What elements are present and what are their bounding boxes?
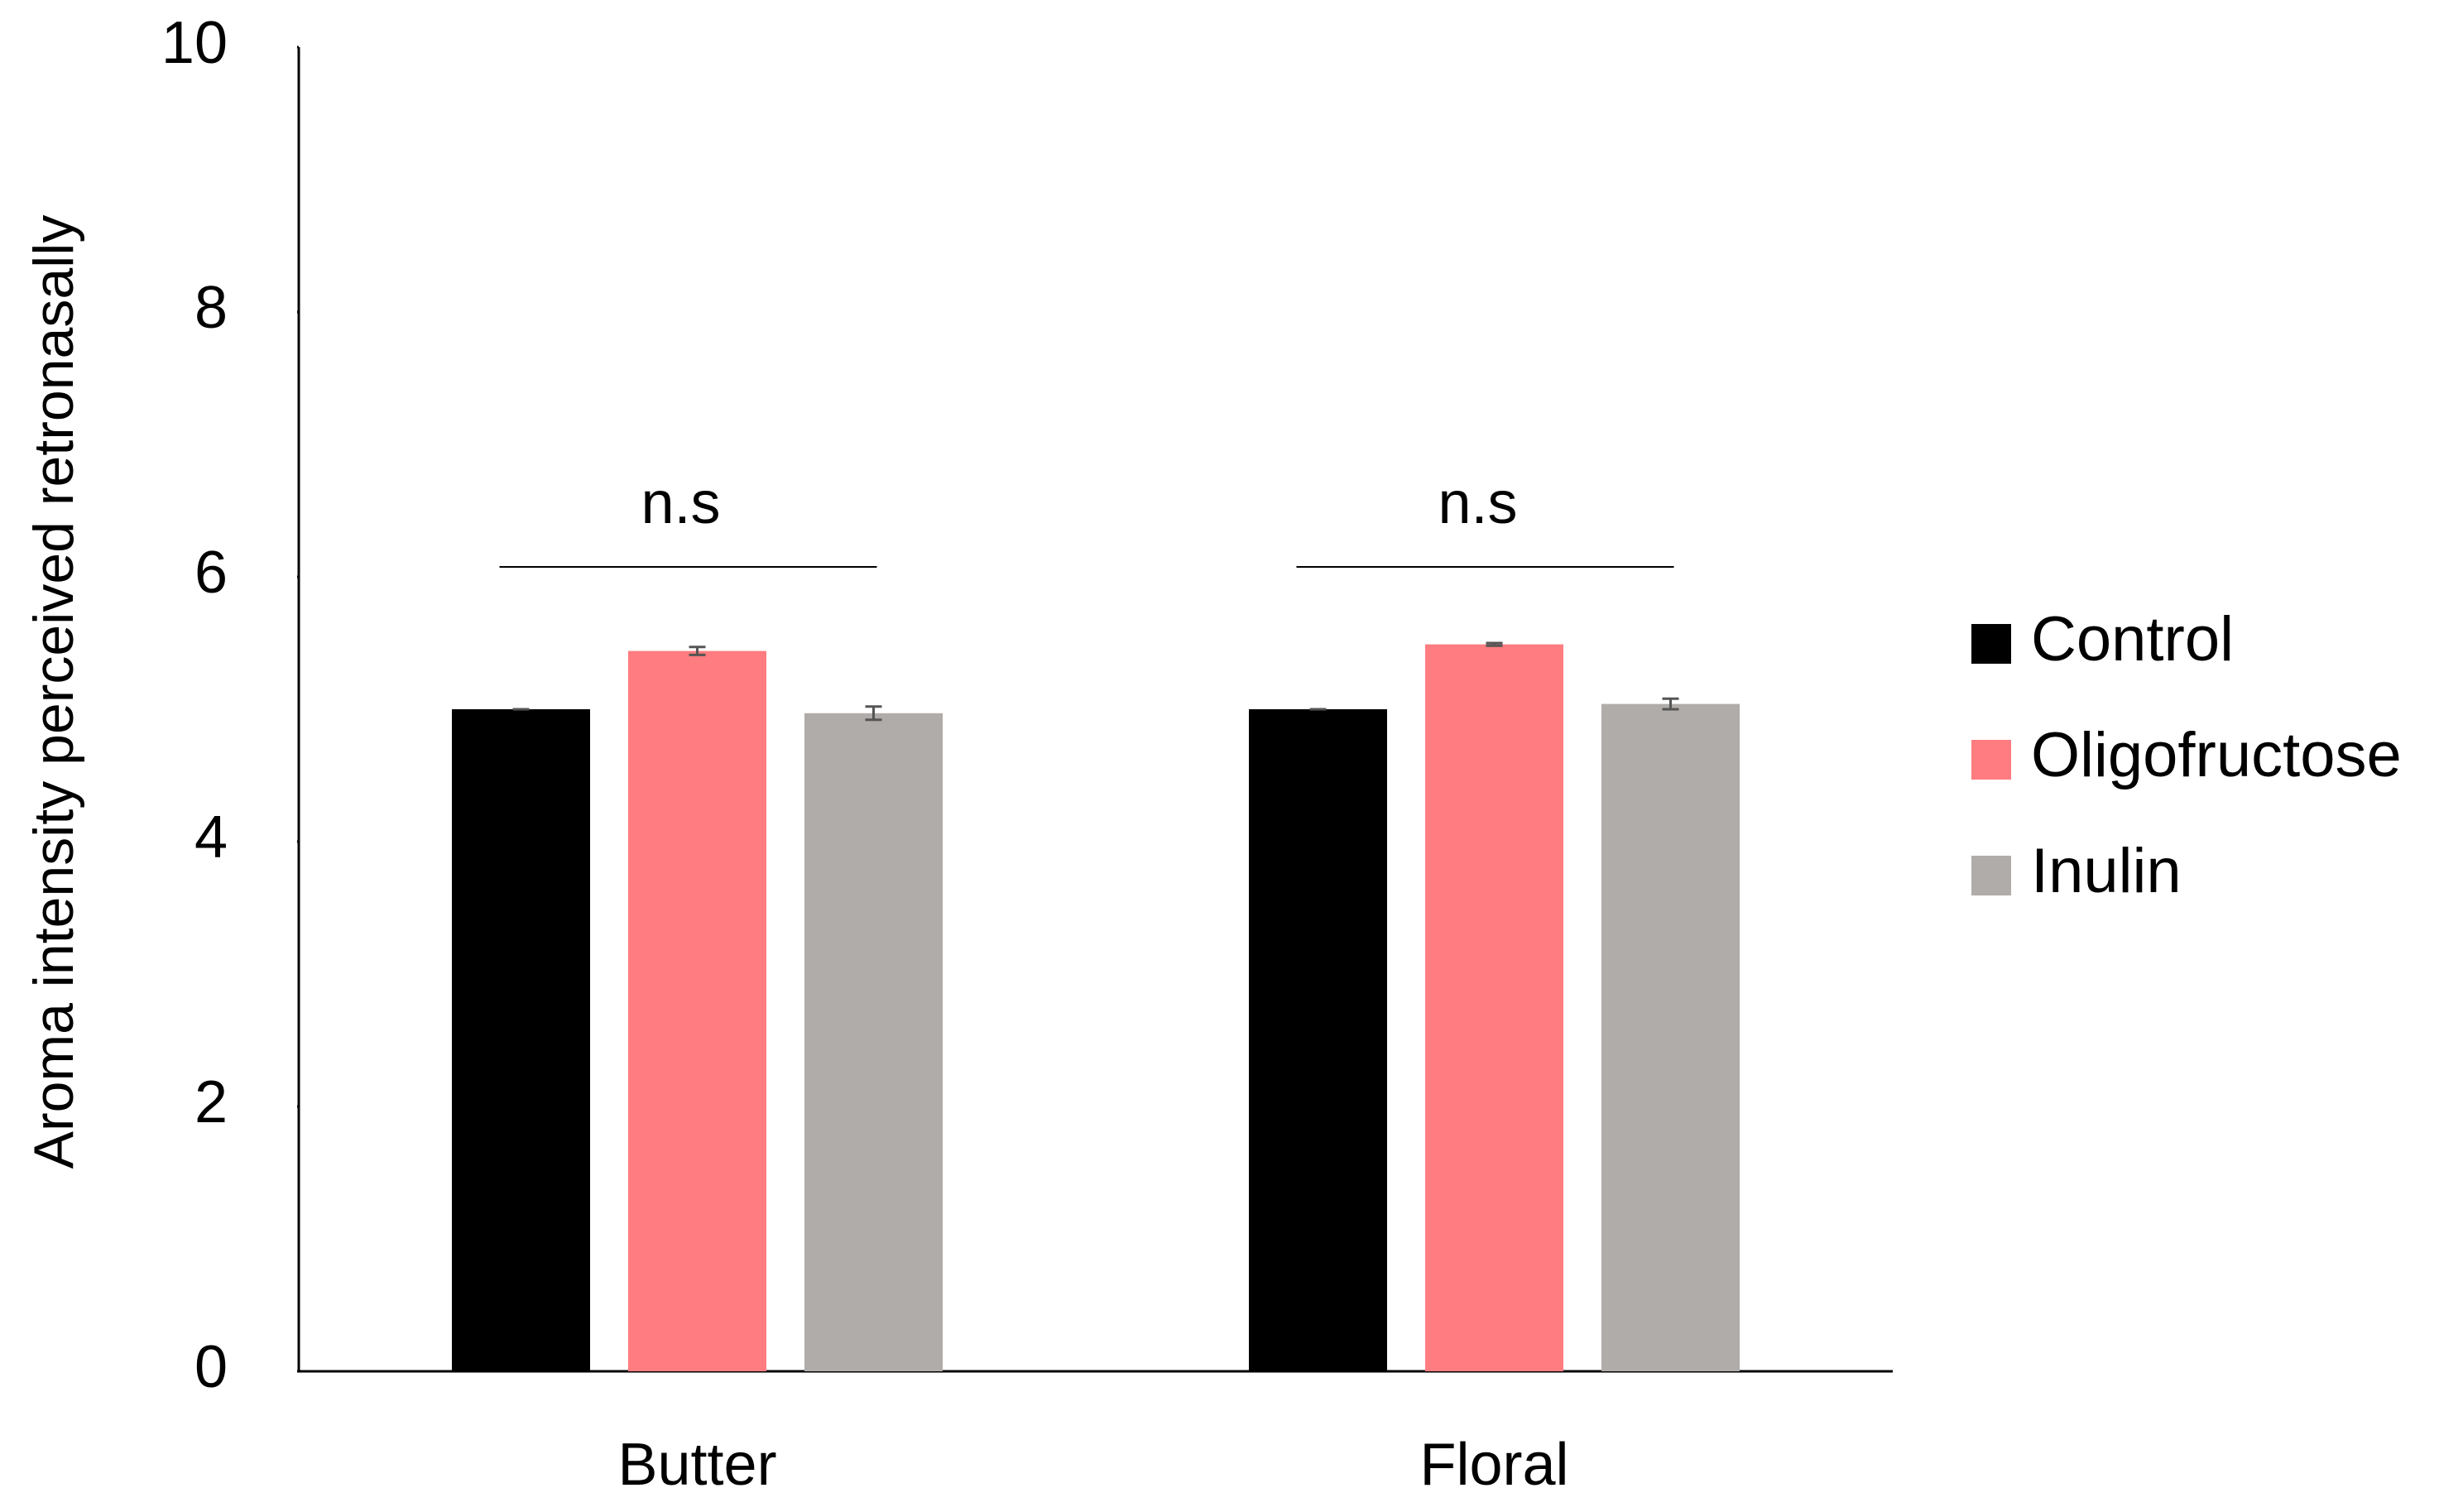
legend-swatch — [1971, 856, 2011, 895]
y-tick-label: 8 — [194, 275, 228, 341]
legend-label: Control — [2031, 604, 2234, 674]
y-tick-label: 0 — [194, 1334, 228, 1400]
legend-label: Inulin — [2031, 836, 2182, 906]
y-tick-label: 10 — [161, 10, 228, 76]
legend-swatch — [1971, 740, 2011, 780]
bar — [804, 713, 943, 1371]
legend-label: Oligofructose — [2031, 720, 2402, 790]
bar — [452, 709, 590, 1371]
legend-swatch — [1971, 624, 2011, 664]
bar — [1601, 703, 1740, 1371]
bar — [1425, 644, 1563, 1371]
y-tick-label: 2 — [194, 1069, 228, 1135]
significance-label: n.s — [641, 470, 720, 536]
x-tick-label: Butter — [617, 1432, 776, 1498]
significance-label: n.s — [1438, 470, 1517, 536]
y-tick-label: 4 — [194, 804, 228, 871]
bar — [1249, 709, 1387, 1371]
y-tick-label: 6 — [194, 540, 228, 606]
x-tick-label: Floral — [1419, 1432, 1568, 1498]
bar — [628, 650, 766, 1371]
y-axis-label: Aroma intensity perceived retronasally — [22, 215, 85, 1169]
